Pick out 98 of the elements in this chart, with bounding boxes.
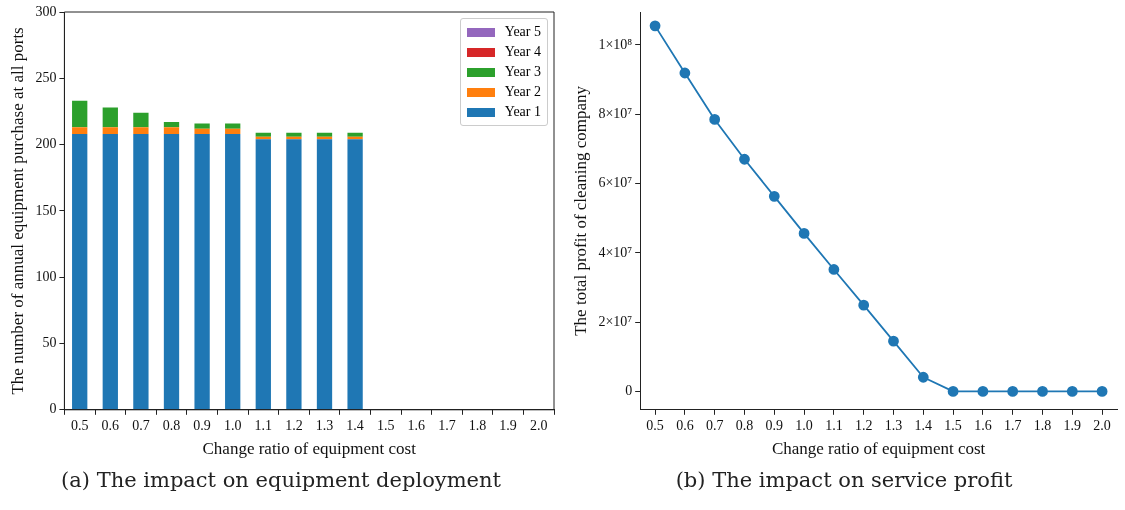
bar <box>194 133 210 410</box>
x-tick-label: 1.0 <box>795 417 813 433</box>
legend-label: Year 3 <box>504 64 541 80</box>
point <box>1066 386 1078 397</box>
x-tick-label: 1.0 <box>223 417 242 433</box>
y-axis-title: The total profit of cleaning company <box>570 85 590 336</box>
bar <box>255 132 271 137</box>
bar <box>133 133 149 410</box>
y-tick-label: 300 <box>35 3 57 19</box>
bar <box>225 123 241 129</box>
y-tick-label: 0 <box>49 401 57 417</box>
y-tick-label: 0 <box>625 383 633 399</box>
x-tick-label: 2.0 <box>529 417 548 433</box>
y-tick-label: 150 <box>35 202 57 218</box>
x-tick-label: 1.3 <box>315 417 334 433</box>
x-tick-label: 1.7 <box>1003 417 1022 433</box>
x-tick-label: 0.5 <box>646 417 664 433</box>
x-tick-label: 0.8 <box>735 417 754 433</box>
bar <box>225 133 241 410</box>
x-axis-title: Change ratio of equipment cost <box>771 439 986 459</box>
x-tick-label: 1.1 <box>825 417 843 433</box>
point <box>828 264 840 275</box>
y-tick-label: 50 <box>42 335 57 351</box>
x-tick-label: 0.8 <box>162 417 181 433</box>
x-tick-label: 1.6 <box>407 417 426 433</box>
x-tick-label: 0.6 <box>101 417 120 433</box>
bar <box>163 122 180 128</box>
y-tick-label: 200 <box>35 136 57 152</box>
point <box>888 335 899 347</box>
text: (a) The impact on equipment deployment <box>60 468 502 492</box>
point <box>917 371 929 383</box>
x-tick-label: 1.5 <box>376 417 395 433</box>
bar <box>347 139 363 410</box>
point <box>768 190 780 202</box>
x-tick-label: 1.7 <box>438 417 456 433</box>
bar <box>316 139 333 410</box>
bar <box>72 133 88 410</box>
bar <box>316 132 333 137</box>
y-tick-label: 8×10⁷ <box>598 105 633 121</box>
x-tick-label: 1.8 <box>1033 417 1052 433</box>
x-tick-label: 0.9 <box>193 417 211 433</box>
point <box>739 153 750 165</box>
bar <box>72 127 88 134</box>
point <box>649 20 661 32</box>
x-tick-label: 1.6 <box>974 417 992 433</box>
x-tick-label: 1.9 <box>499 417 517 433</box>
y-tick-label: 6×10⁷ <box>598 175 633 191</box>
x-tick-label: 1.4 <box>346 417 364 433</box>
y-tick-label: 4×10⁷ <box>598 244 633 260</box>
y-tick-label: 250 <box>35 69 57 85</box>
x-tick-label: 1.2 <box>285 417 303 433</box>
point <box>679 67 691 79</box>
x-tick-label: 1.1 <box>254 417 273 433</box>
point <box>1037 386 1048 397</box>
y-tick-label: 2×10⁷ <box>598 313 633 329</box>
bar <box>163 133 180 410</box>
point <box>709 114 721 125</box>
y-axis-title: The number of annual equipment purchase at all ports <box>7 27 27 395</box>
bar <box>163 127 180 134</box>
bar <box>102 127 118 134</box>
x-tick-label: 0.7 <box>132 417 150 433</box>
bar <box>286 132 302 137</box>
x-tick-label: 1.2 <box>854 417 873 433</box>
x-tick-label: 1.8 <box>468 417 487 433</box>
x-tick-label: 1.9 <box>1063 417 1082 433</box>
bar <box>286 139 302 410</box>
bar <box>225 128 241 134</box>
text: (b) The impact on service profit <box>674 468 1014 492</box>
x-tick-label: 0.5 <box>70 417 89 433</box>
x-tick-label: 2.0 <box>1093 417 1111 433</box>
legend-label: Year 5 <box>504 24 541 40</box>
x-axis-title: Change ratio of equipment cost <box>202 439 417 459</box>
legend-label: Year 2 <box>504 84 541 100</box>
bar <box>133 127 149 134</box>
x-tick-label: 0.9 <box>765 417 784 433</box>
bar <box>347 132 363 137</box>
x-tick-label: 1.4 <box>914 417 933 433</box>
x-tick-label: 0.6 <box>676 417 694 433</box>
legend-label: Year 1 <box>504 104 541 120</box>
x-tick-label: 1.3 <box>884 417 903 433</box>
bar <box>102 107 118 128</box>
y-tick-label: 1×10⁸ <box>598 36 633 52</box>
bar <box>194 128 210 134</box>
legend-label: Year 4 <box>504 44 541 60</box>
y-tick-label: 100 <box>35 268 57 284</box>
bar <box>133 112 149 128</box>
bar <box>194 123 210 129</box>
point <box>947 386 959 397</box>
point <box>1096 386 1108 397</box>
bar <box>72 100 88 128</box>
bar <box>102 133 118 410</box>
point <box>1007 386 1019 397</box>
x-tick-label: 1.5 <box>944 417 962 433</box>
x-tick-label: 0.7 <box>705 417 724 433</box>
point <box>977 386 989 397</box>
bar <box>255 139 271 410</box>
point <box>858 299 870 311</box>
point <box>798 228 810 239</box>
